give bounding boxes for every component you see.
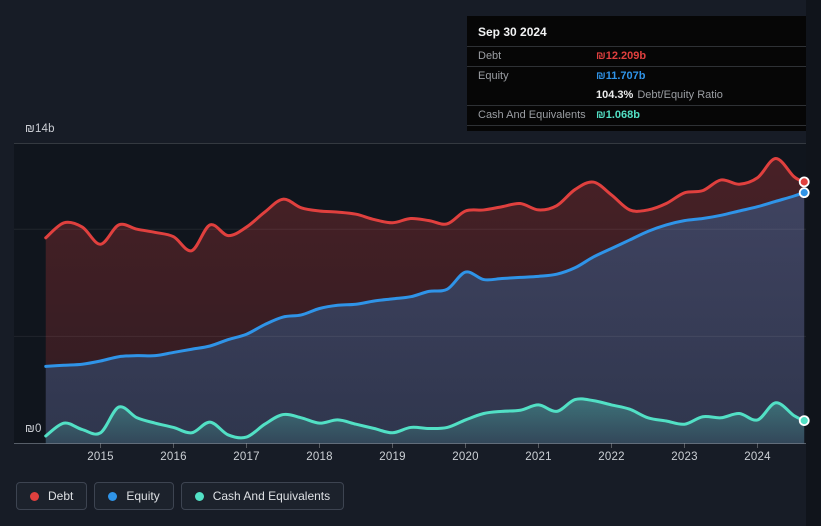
tooltip-date: Sep 30 2024 — [478, 25, 547, 39]
x-axis-label: 2024 — [744, 451, 771, 463]
tooltip-equity-row: Equity ₪11.707b — [467, 66, 806, 86]
x-axis-label: 2016 — [160, 451, 187, 463]
x-axis-label: 2022 — [598, 451, 625, 463]
cash-and-equivalents-end-marker — [798, 415, 810, 427]
tooltip-equity-label: Equity — [478, 70, 509, 82]
legend-item-debt[interactable]: Debt — [16, 482, 88, 510]
x-axis-label: 2018 — [306, 451, 333, 463]
tooltip-ratio-label: Debt/Equity Ratio — [637, 89, 723, 101]
legend-item-cash-label: Cash And Equivalents — [212, 489, 331, 503]
chart-tooltip: Sep 30 2024 Debt ₪12.209b Equity ₪11.707… — [467, 16, 806, 131]
tooltip-equity-value: ₪11.707b — [596, 70, 646, 82]
legend-item-equity[interactable]: Equity — [94, 482, 174, 510]
legend-item-debt-label: Debt — [48, 489, 74, 503]
debt-end-marker — [798, 176, 810, 188]
tooltip-ratio-value: 104.3% — [596, 89, 634, 101]
cash-and-equivalents-line — [44, 397, 806, 440]
cash-dot-icon — [194, 491, 204, 501]
series-lines — [44, 157, 806, 440]
cash-and-equivalents-area — [45, 398, 805, 444]
tooltip-debt-value: ₪12.209b — [596, 50, 647, 62]
plot-right-margin — [806, 0, 821, 526]
tooltip-debt-row: Debt ₪12.209b — [467, 46, 806, 66]
x-axis-label: 2015 — [87, 451, 114, 463]
legend-item-cash[interactable]: Cash And Equivalents — [180, 482, 345, 510]
series-areas — [45, 158, 805, 444]
y-axis-label-max: ₪14b — [25, 123, 55, 135]
equity-dot-icon — [108, 491, 118, 501]
x-axis-label: 2017 — [233, 451, 260, 463]
equity-end-marker — [798, 187, 810, 199]
debt-dot-icon — [30, 491, 39, 501]
y-axis-label-zero: ₪0 — [25, 423, 42, 435]
legend-item-equity-label: Equity — [126, 489, 160, 503]
tooltip-debt-label: Debt — [478, 50, 502, 62]
x-axis-label: 2023 — [671, 451, 698, 463]
equity-area — [45, 192, 805, 444]
chart-legend: Debt Equity Cash And Equivalents — [16, 482, 345, 510]
x-axis-label: 2021 — [525, 451, 552, 463]
x-axis-label: 2019 — [379, 451, 406, 463]
tooltip-cash-row: Cash And Equivalents ₪1.068b — [467, 105, 806, 126]
x-axis-label: 2020 — [452, 451, 479, 463]
debt-line — [44, 157, 806, 253]
tooltip-cash-value: ₪1.068b — [596, 109, 640, 121]
tooltip-cash-label: Cash And Equivalents — [478, 109, 586, 121]
tooltip-ratio-row: 104.3% Debt/Equity Ratio — [467, 86, 806, 105]
equity-line — [44, 191, 806, 368]
